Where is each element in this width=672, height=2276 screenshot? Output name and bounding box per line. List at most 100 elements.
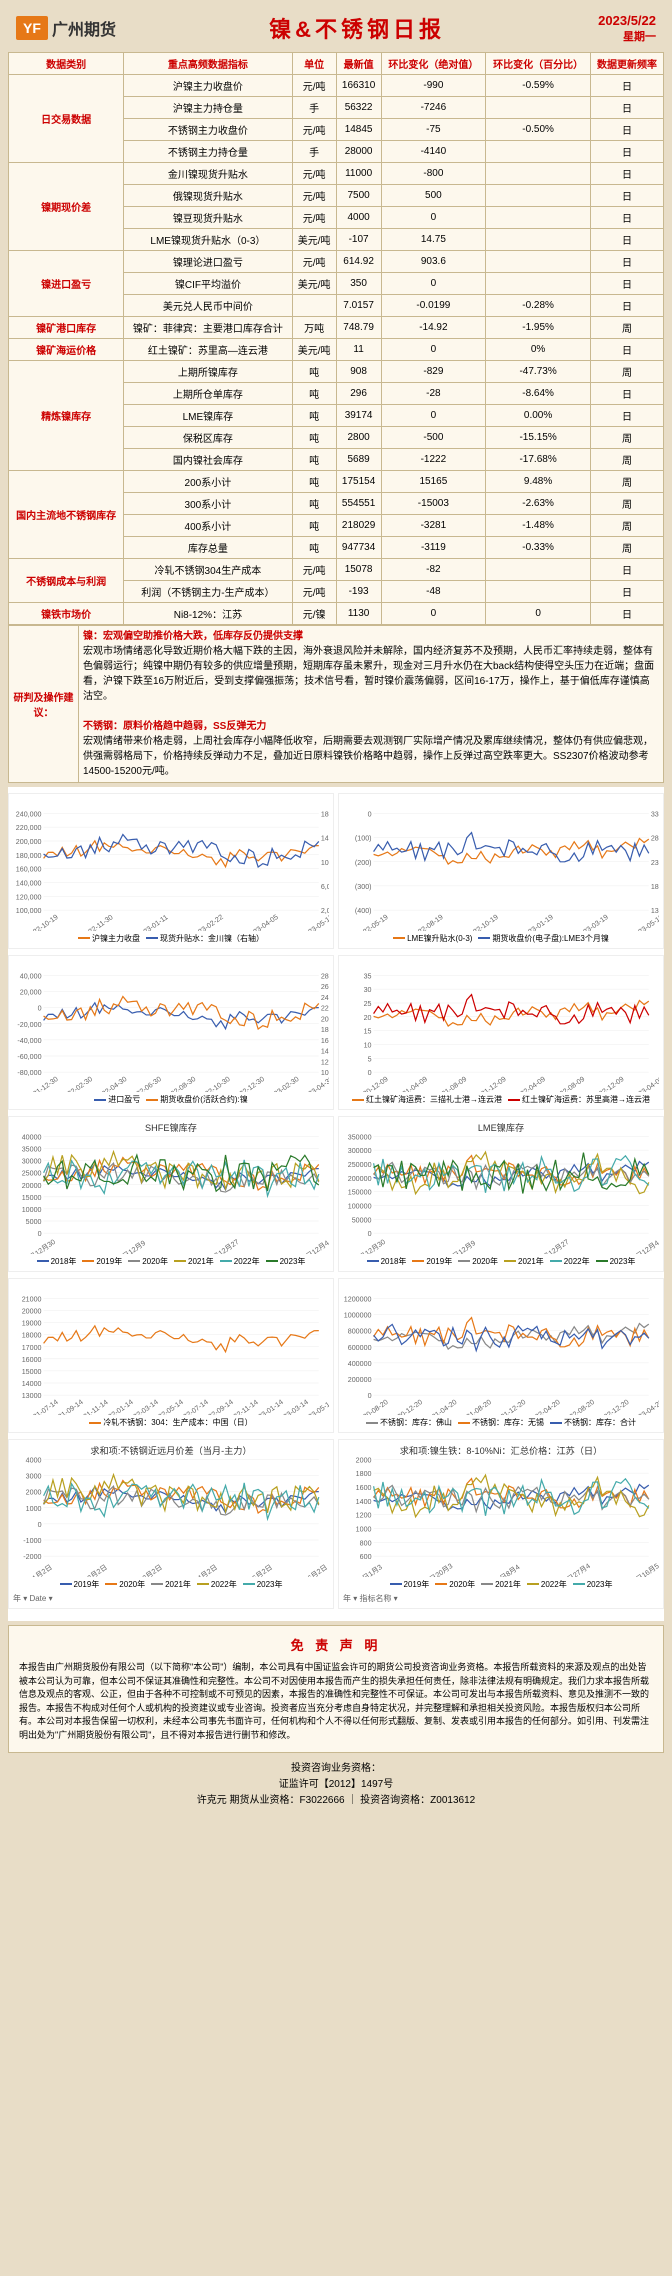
chart-legend: 沪镍主力收盘现货升贴水：金川镍（右轴） (13, 933, 329, 944)
data-cell: 日 (590, 251, 663, 273)
data-cell: 56322 (336, 97, 381, 119)
svg-text:180000: 180000 (321, 1026, 329, 1034)
svg-text:16000: 16000 (22, 1355, 42, 1363)
chart-legend: 2019年2020年2021年2022年2023年 (343, 1579, 659, 1590)
svg-text:3000: 3000 (26, 1473, 42, 1481)
data-cell: -3119 (381, 537, 486, 559)
col-header: 环比变化（绝对值） (381, 53, 486, 75)
data-cell: 0 (381, 603, 486, 625)
data-cell: -107 (336, 229, 381, 251)
data-cell: 元/吨 (292, 581, 336, 603)
svg-text:2022-04-09: 2022-04-09 (512, 1075, 546, 1092)
svg-text:10: 10 (364, 1041, 372, 1049)
svg-text:23,000: 23,000 (651, 859, 659, 867)
data-cell: 库存总量 (124, 537, 292, 559)
data-cell: 日 (590, 207, 663, 229)
svg-text:0: 0 (38, 1004, 42, 1012)
data-cell (292, 295, 336, 317)
svg-text:200000: 200000 (321, 1015, 329, 1023)
legend-item: 红土镍矿海运费：三描礼士港→连云港 (352, 1094, 502, 1105)
chart: 求和项:不锈钢近远月价差（当月-主力）40003000200010000-100… (8, 1439, 334, 1609)
logo-text: 广州期货 (52, 16, 116, 40)
svg-text:日1月3: 日1月3 (361, 1563, 384, 1576)
legend-item: 2020年 (435, 1579, 475, 1590)
data-cell: 沪镍主力持仓量 (124, 97, 292, 119)
data-cell: LME镍库存 (124, 405, 292, 427)
data-cell: 166310 (336, 75, 381, 97)
data-cell: 0 (381, 339, 486, 361)
data-cell: 554551 (336, 493, 381, 515)
svg-text:2022-08-19: 2022-08-19 (410, 913, 444, 930)
svg-text:150000: 150000 (348, 1189, 372, 1197)
data-cell (486, 251, 591, 273)
svg-text:日12月9: 日12月9 (451, 1239, 477, 1253)
svg-text:-1000: -1000 (23, 1537, 41, 1545)
date-block: 2023/5/22 星期一 (598, 13, 656, 44)
legend-item: 2022年 (527, 1579, 567, 1590)
data-cell: -28 (381, 383, 486, 405)
data-cell: 日 (590, 603, 663, 625)
data-cell: 利润（不锈钢主力-生产成本） (124, 581, 292, 603)
data-cell: 4000 (336, 207, 381, 229)
svg-text:1800: 1800 (356, 1470, 372, 1478)
legend-item: 2020年 (458, 1256, 498, 1267)
chart-row: 求和项:不锈钢近远月价差（当月-主力）40003000200010000-100… (8, 1439, 664, 1609)
svg-text:0: 0 (368, 810, 372, 818)
table-row: 精炼镍库存上期所镍库存吨908-829-47.73%周 (9, 361, 664, 383)
data-cell: 0 (381, 207, 486, 229)
svg-text:19000: 19000 (22, 1319, 42, 1327)
data-cell: 吨 (292, 405, 336, 427)
legend-item: 期货收盘价(活跃合约):镍 (146, 1094, 248, 1105)
data-cell: 镍豆现货升贴水 (124, 207, 292, 229)
svg-text:160000: 160000 (321, 1036, 329, 1044)
svg-text:140,000: 140,000 (16, 880, 42, 888)
svg-text:20000: 20000 (22, 1307, 42, 1315)
data-cell: 5689 (336, 449, 381, 471)
svg-text:25: 25 (364, 1000, 372, 1008)
legend-item: 2021年 (504, 1256, 544, 1267)
data-cell: 手 (292, 141, 336, 163)
svg-text:日12月30: 日12月30 (28, 1238, 57, 1254)
svg-text:1200: 1200 (356, 1512, 372, 1520)
svg-text:2022-12-09: 2022-12-09 (591, 1075, 625, 1092)
svg-text:2022-10-19: 2022-10-19 (465, 913, 499, 930)
data-cell: -1.95% (486, 317, 591, 339)
data-cell (486, 581, 591, 603)
svg-text:(100): (100) (355, 835, 372, 843)
category-cell: 精炼镍库存 (9, 361, 124, 471)
data-cell: 300系小计 (124, 493, 292, 515)
svg-text:40,000: 40,000 (20, 972, 42, 980)
footer-l1: 投资咨询业务资格： (16, 1761, 656, 1777)
legend-item: 2018年 (37, 1256, 77, 1267)
svg-text:17000: 17000 (22, 1343, 42, 1351)
svg-text:2000: 2000 (356, 1456, 372, 1464)
svg-text:14,000: 14,000 (321, 835, 329, 843)
chart: SHFE镍库存400003500030000250002000015000100… (8, 1116, 334, 1272)
svg-text:600: 600 (360, 1553, 372, 1561)
svg-text:15000: 15000 (22, 1194, 42, 1202)
svg-text:0: 0 (368, 1392, 372, 1400)
svg-text:2023-04-20: 2023-04-20 (630, 1398, 659, 1415)
svg-text:13000: 13000 (22, 1392, 42, 1400)
data-cell: 金川镍现货升贴水 (124, 163, 292, 185)
data-cell: -800 (381, 163, 486, 185)
data-cell (486, 207, 591, 229)
svg-text:日8月4: 日8月4 (499, 1563, 522, 1576)
svg-text:日12月4: 日12月4 (635, 1239, 659, 1253)
svg-text:2021-12-30: 2021-12-30 (25, 1075, 59, 1092)
table-row: 不锈钢成本与利润冷轧不锈钢304生产成本元/吨15078-82日 (9, 559, 664, 581)
svg-text:21000: 21000 (22, 1295, 42, 1303)
svg-text:10000: 10000 (22, 1206, 42, 1214)
data-cell: 日 (590, 581, 663, 603)
svg-text:25000: 25000 (22, 1170, 42, 1178)
svg-text:1400: 1400 (356, 1498, 372, 1506)
legend-item: 2023年 (596, 1256, 636, 1267)
svg-text:120000: 120000 (321, 1058, 329, 1066)
legend-item: 沪镍主力收盘 (78, 933, 140, 944)
svg-text:0: 0 (368, 1230, 372, 1238)
svg-text:2022-08-20: 2022-08-20 (562, 1398, 596, 1415)
data-cell: 14845 (336, 119, 381, 141)
data-cell: 0 (486, 603, 591, 625)
legend-item: 现货升贴水：金川镍（右轴） (146, 933, 264, 944)
data-cell: -48 (381, 581, 486, 603)
